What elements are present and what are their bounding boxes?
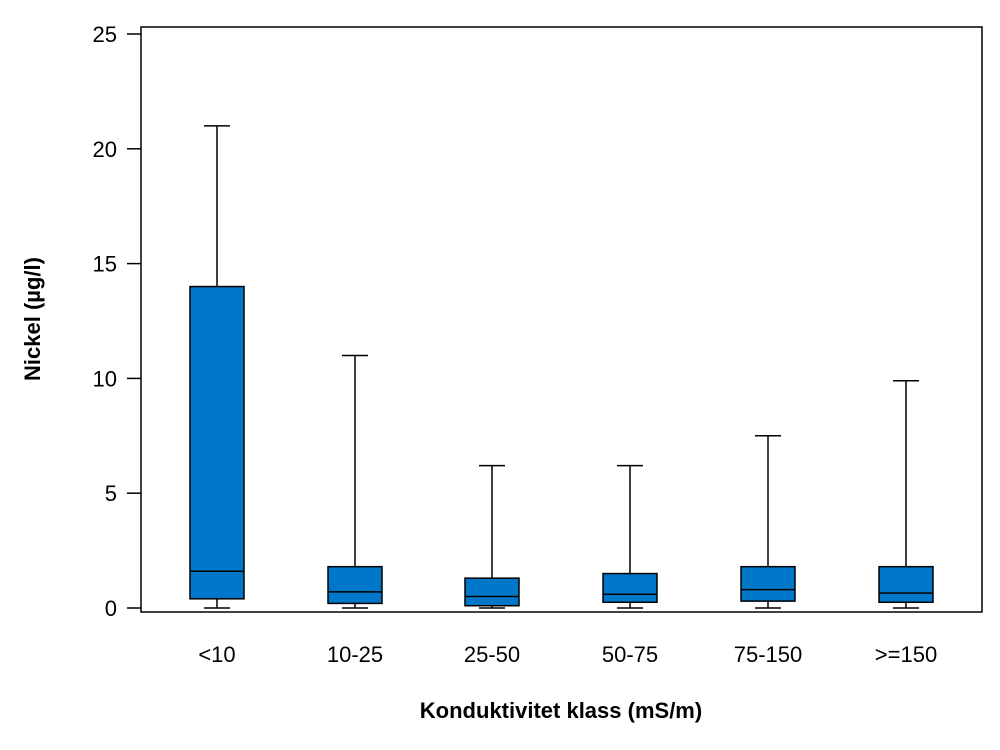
y-axis-title: Nickel (µg/l) [20,257,45,381]
y-tick-label: 5 [105,481,117,506]
box-iqr [464,577,520,607]
box-4 [602,464,658,609]
x-tick-label: 10-25 [327,642,383,667]
x-tick-label: 25-50 [464,642,520,667]
box-iqr [740,565,796,602]
plot-area-frame [140,26,983,613]
x-tick-label: <10 [198,642,235,667]
y-axis: 0 5 10 15 20 25 [93,22,141,621]
box-iqr [602,572,658,604]
y-tick-label: 20 [93,137,117,162]
box-5 [740,435,796,609]
box-6 [878,379,934,609]
y-tick-label: 0 [105,596,117,621]
box-iqr [189,285,245,600]
box-2 [327,354,383,609]
x-axis-tick-labels: <10 10-25 25-50 50-75 75-150 >=150 [198,642,937,667]
box-3 [464,464,520,609]
box-iqr [878,565,934,604]
box-1 [189,125,245,609]
x-axis-title: Konduktivitet klass (mS/m) [420,698,702,723]
x-tick-label: 50-75 [602,642,658,667]
y-tick-label: 15 [93,252,117,277]
x-tick-label: 75-150 [734,642,803,667]
box-iqr [327,565,383,605]
boxes [189,125,934,609]
y-tick-label: 25 [93,22,117,47]
x-tick-label: >=150 [875,642,937,667]
y-tick-label: 10 [93,366,117,391]
